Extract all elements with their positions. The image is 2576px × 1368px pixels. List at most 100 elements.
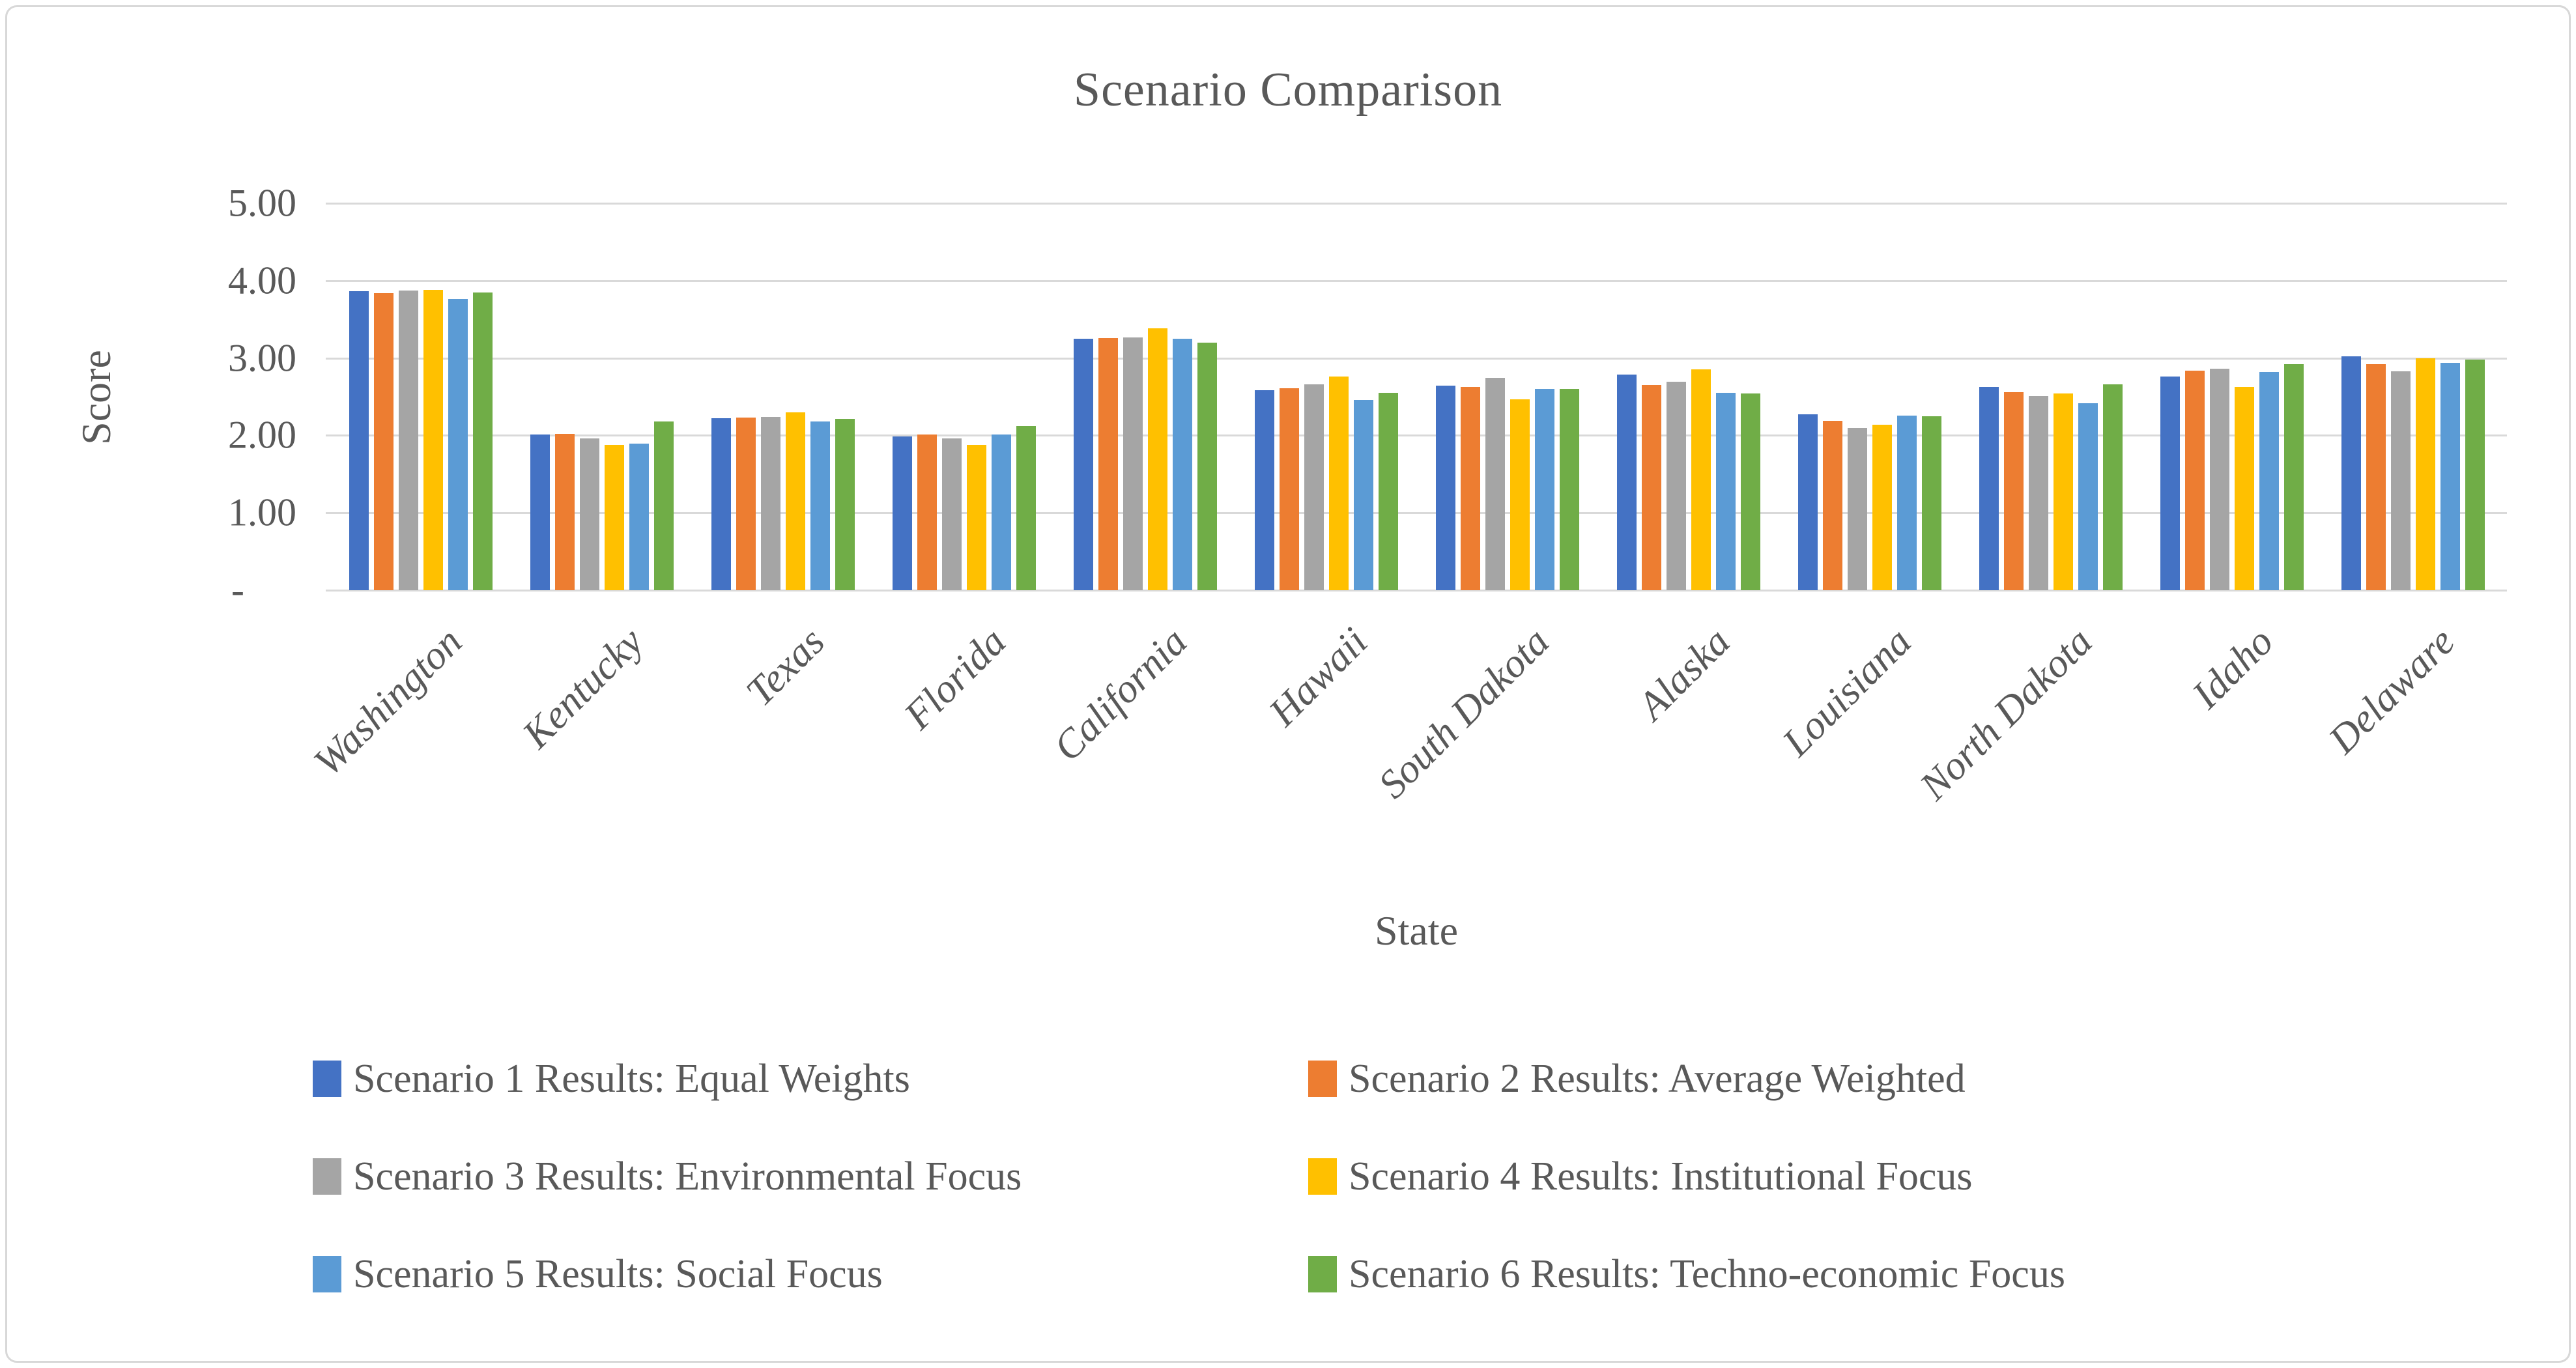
bar: [1485, 378, 1505, 590]
bar: [2004, 392, 2024, 590]
bar: [2054, 393, 2073, 590]
bar: [349, 291, 369, 590]
bar: [1535, 389, 1554, 590]
y-axis-title: Score: [73, 350, 119, 445]
bar: [1255, 390, 1274, 590]
legend-item: Scenario 6 Results: Techno-economic Focu…: [1308, 1251, 2065, 1298]
bar: [2185, 371, 2205, 590]
bar: [2160, 377, 2180, 590]
legend-swatch-icon: [313, 1158, 341, 1195]
bar: [2235, 387, 2254, 590]
bar: [1617, 375, 1637, 590]
bar: [736, 418, 756, 590]
x-axis-title: State: [1375, 907, 1458, 954]
x-axis-category-label: California: [1044, 619, 1195, 770]
bar: [605, 445, 624, 590]
bar: [629, 444, 649, 590]
bar: [2210, 369, 2229, 590]
bar: [1823, 421, 1842, 590]
bar: [1016, 426, 1036, 590]
bar: [1304, 384, 1324, 590]
bar: [580, 438, 599, 590]
bar: [1461, 387, 1480, 590]
x-axis-category-label: Alaska: [1629, 619, 1739, 729]
bar: [1148, 328, 1167, 590]
bar: [1560, 389, 1579, 590]
bar: [711, 418, 731, 590]
bar: [1848, 428, 1867, 590]
legend-item: Scenario 2 Results: Average Weighted: [1308, 1055, 1966, 1102]
bar: [1798, 414, 1818, 590]
x-axis-category-label: South Dakota: [1369, 619, 1558, 807]
bar: [2440, 363, 2460, 590]
x-axis-category-label: Idaho: [2184, 619, 2282, 718]
bar: [1872, 425, 1892, 590]
bar: [448, 299, 468, 590]
gridline: [326, 358, 2507, 360]
bar: [1123, 337, 1143, 590]
bar: [2341, 356, 2361, 590]
bar: [1280, 388, 1299, 590]
x-axis-category-label: Washington: [306, 619, 471, 785]
bar: [2103, 384, 2123, 590]
bar: [2391, 371, 2411, 590]
bar: [1074, 339, 1093, 590]
bar: [1979, 387, 1999, 590]
bar: [2029, 396, 2048, 590]
bar: [1379, 393, 1398, 590]
x-axis-category-label: Kentucky: [514, 619, 652, 757]
bar: [399, 291, 418, 590]
x-axis-category-label: Florida: [895, 619, 1014, 738]
legend-item: Scenario 3 Results: Environmental Focus: [313, 1153, 1022, 1200]
x-axis-category-label: Louisiana: [1774, 619, 1920, 765]
legend-swatch-icon: [313, 1061, 341, 1097]
bar: [893, 436, 912, 590]
bar: [1173, 339, 1192, 590]
bar: [1436, 386, 1455, 590]
legend-item: Scenario 4 Results: Institutional Focus: [1308, 1153, 1973, 1200]
bar: [1741, 393, 1760, 590]
bar: [2416, 358, 2435, 590]
y-tick-label: -: [231, 568, 244, 612]
gridline: [326, 512, 2507, 514]
y-tick-label: 4.00: [228, 259, 296, 302]
bar: [423, 290, 443, 590]
bar: [835, 419, 855, 590]
gridline: [326, 280, 2507, 282]
legend-swatch-icon: [1308, 1061, 1337, 1097]
legend-swatch-icon: [313, 1256, 341, 1292]
bar: [992, 435, 1011, 590]
bar: [374, 293, 394, 590]
bar: [1510, 399, 1530, 590]
legend-item: Scenario 1 Results: Equal Weights: [313, 1055, 910, 1102]
bar: [2078, 403, 2098, 590]
legend-label: Scenario 3 Results: Environmental Focus: [353, 1154, 1022, 1199]
bar: [1642, 385, 1661, 590]
bar: [967, 445, 986, 590]
bar: [810, 421, 830, 590]
bar: [761, 417, 780, 590]
bar: [1098, 338, 1118, 590]
y-tick-label: 1.00: [228, 491, 296, 534]
bar: [1716, 393, 1736, 590]
bar: [654, 421, 674, 590]
bar: [530, 435, 550, 590]
y-tick-label: 2.00: [228, 413, 296, 457]
x-axis-category-label: Texas: [737, 619, 833, 715]
bar: [942, 438, 962, 590]
bar: [1197, 343, 1217, 590]
bar: [1691, 369, 1711, 590]
legend-swatch-icon: [1308, 1158, 1337, 1195]
legend-swatch-icon: [1308, 1256, 1337, 1292]
bar: [1667, 382, 1686, 590]
y-tick-label: 5.00: [228, 181, 296, 225]
bar: [1354, 400, 1373, 590]
bar: [2284, 364, 2304, 590]
bar: [1922, 416, 1941, 590]
bar: [786, 412, 805, 590]
legend-label: Scenario 5 Results: Social Focus: [353, 1251, 883, 1296]
chart-title: Scenario Comparison: [1073, 63, 1503, 117]
gridline: [326, 435, 2507, 436]
bar: [555, 434, 575, 590]
